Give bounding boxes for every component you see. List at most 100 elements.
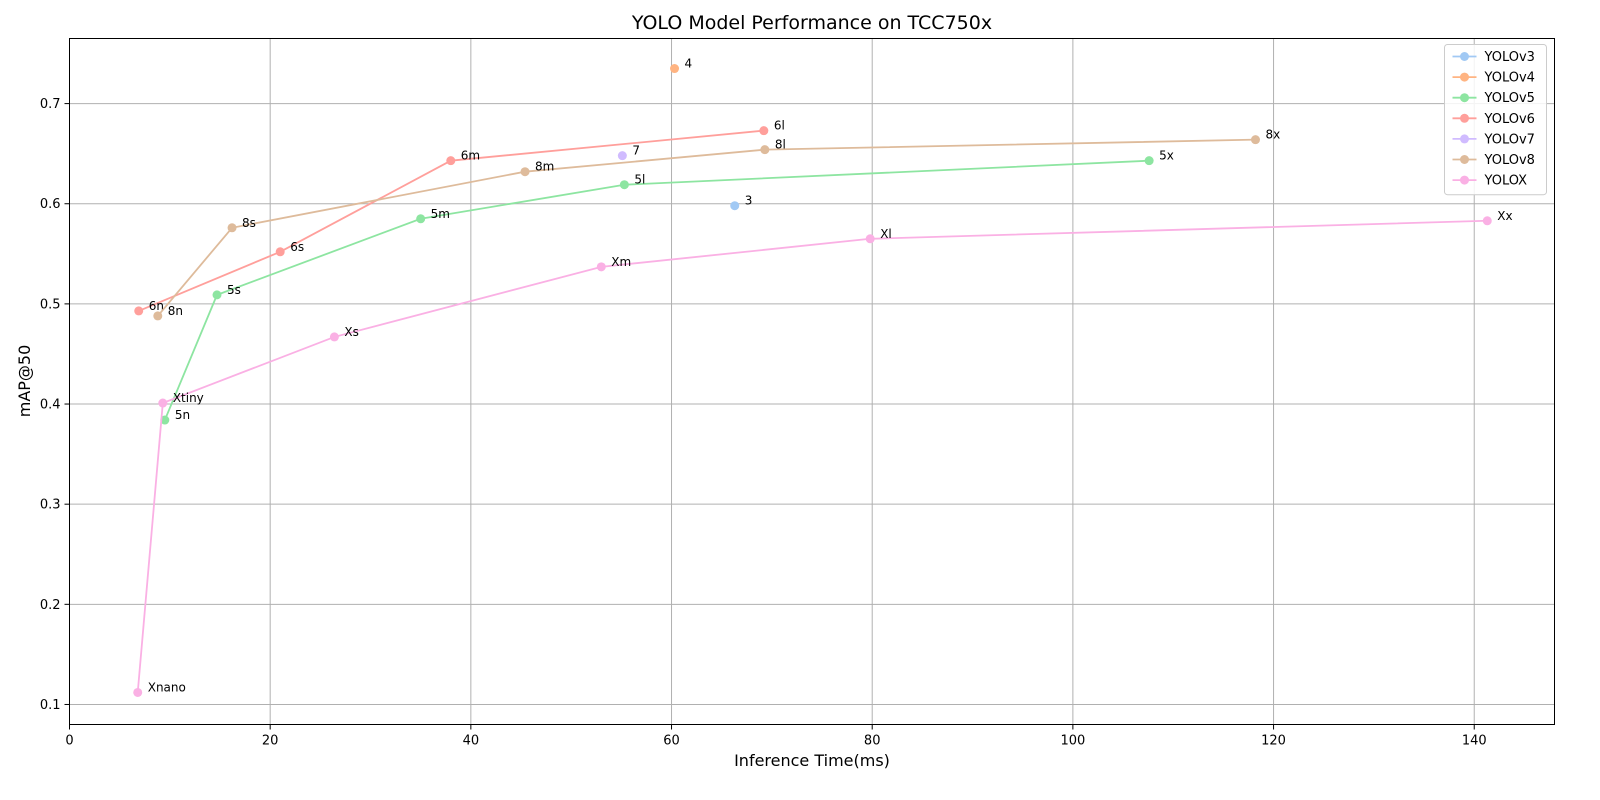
data-label: Xm <box>611 255 631 269</box>
data-label: Xs <box>344 325 358 339</box>
y-tick-label: 0.3 <box>40 498 61 513</box>
x-tick-label: 0 <box>65 734 73 749</box>
legend-swatch-marker <box>1460 134 1469 144</box>
x-tick-label: 120 <box>1261 734 1286 749</box>
legend-label: YOLOv8 <box>1484 153 1535 168</box>
series-yolov6: 6n 6s 6m 6l <box>134 119 785 316</box>
data-point <box>160 415 170 425</box>
series-yolov8: 8n 8s 8m 8l 8x <box>153 128 1280 321</box>
data-label: 7 <box>632 144 640 158</box>
legend-item: YOLOv3 <box>1452 50 1535 65</box>
series-line <box>136 219 1488 693</box>
legend: YOLOv3 YOLOv4 YOLOv5 YOLOv6 YOLOv7 YOLOv8 YOLO… <box>1444 44 1547 196</box>
data-point <box>446 156 456 166</box>
y-tick-label: 0.7 <box>40 97 61 112</box>
y-tick-label: 0.5 <box>40 297 61 312</box>
x-tick-label: 80 <box>864 734 881 749</box>
data-point <box>520 167 530 177</box>
legend-swatch-marker <box>1460 175 1469 185</box>
data-point <box>133 687 143 697</box>
legend-label: YOLOv3 <box>1484 50 1535 65</box>
x-tick-label: 20 <box>262 734 279 749</box>
data-label: Xnano <box>148 680 186 694</box>
legend-label: YOLOv6 <box>1484 112 1535 127</box>
legend-item: YOLOX <box>1452 174 1528 189</box>
x-axis-label: Inference Time(ms) <box>734 751 890 770</box>
legend-swatch-marker <box>1460 113 1469 123</box>
series-yolov4: 4 <box>670 57 692 74</box>
y-tick-label: 0.2 <box>40 598 61 613</box>
data-point <box>329 332 339 342</box>
data-point <box>760 145 770 155</box>
x-tick-label: 60 <box>663 734 680 749</box>
legend-item: YOLOv8 <box>1452 153 1535 168</box>
data-label: 5m <box>431 207 450 221</box>
data-label: Xx <box>1497 209 1512 223</box>
data-point <box>1250 135 1260 145</box>
x-tick-label: 140 <box>1462 734 1487 749</box>
legend-swatch-marker <box>1460 72 1469 82</box>
legend-label: YOLOv4 <box>1484 71 1535 86</box>
x-tick-label: 40 <box>463 734 480 749</box>
axis-ticks: 0 20 40 60 80 100 120 140 0.1 0.2 0.3 0.4 0.5 0.6 0.7 <box>40 97 1487 748</box>
plot-frame <box>69 38 1555 725</box>
legend-item: YOLOv4 <box>1452 71 1535 86</box>
data-point <box>865 234 875 244</box>
legend-item: YOLOv5 <box>1452 91 1535 106</box>
data-point <box>730 201 740 211</box>
data-point <box>158 398 168 408</box>
data-label: 8m <box>535 160 554 174</box>
legend-swatch-marker <box>1460 52 1469 61</box>
data-label: Xtiny <box>173 391 204 405</box>
series-line <box>138 129 764 312</box>
data-point <box>134 306 144 316</box>
data-label: 6l <box>774 119 785 133</box>
data-label: 4 <box>685 57 693 71</box>
y-tick-label: 0.4 <box>40 398 61 413</box>
legend-box <box>1444 44 1547 196</box>
series-layer: 3 4 5n 5s 5m 5l 5x 6n 6s 6m 6l 7 8n 8s 8m 8l 8x Xnano Xtin… <box>133 57 1513 697</box>
data-point <box>1144 156 1154 166</box>
y-tick-label: 0.1 <box>40 698 61 713</box>
data-label: 6s <box>290 240 304 254</box>
data-label: 6n <box>149 299 164 313</box>
data-label: 6m <box>461 149 480 163</box>
legend-swatch-marker <box>1460 93 1469 103</box>
data-label: 8n <box>168 304 183 318</box>
series-yolov5: 5n 5s 5m 5l 5x <box>160 149 1174 425</box>
series-yolov3: 3 <box>730 194 752 211</box>
data-point <box>617 151 627 161</box>
data-label: 3 <box>745 194 753 208</box>
chart-title: YOLO Model Performance on TCC750x <box>631 12 992 34</box>
data-point <box>759 126 769 136</box>
series-yolov7: 7 <box>617 144 640 161</box>
y-axis-label: mAP@50 <box>15 345 34 418</box>
y-tick-label: 0.6 <box>40 197 61 212</box>
data-label: 5s <box>227 283 241 297</box>
series-yolox: Xnano Xtiny Xs Xm Xl Xx <box>133 209 1513 697</box>
data-point <box>416 214 426 224</box>
data-point <box>670 64 680 74</box>
data-point <box>227 223 237 233</box>
data-point <box>275 247 285 257</box>
data-point <box>153 311 163 321</box>
grid <box>69 38 1555 725</box>
data-point <box>212 290 222 300</box>
data-label: 5l <box>634 173 645 187</box>
data-point <box>596 262 606 272</box>
legend-label: YOLOv5 <box>1484 91 1535 106</box>
legend-label: YOLOX <box>1484 174 1528 189</box>
data-label: Xl <box>880 227 892 241</box>
series-line <box>157 138 1256 317</box>
data-label: 8l <box>775 138 786 152</box>
data-label: 5x <box>1159 149 1174 163</box>
x-tick-label: 100 <box>1060 734 1085 749</box>
data-label: 8s <box>242 216 256 230</box>
data-label: 5n <box>175 408 190 422</box>
legend-item: YOLOv7 <box>1452 132 1535 147</box>
data-point <box>619 180 629 190</box>
legend-swatch-marker <box>1460 155 1469 164</box>
data-point <box>1482 216 1492 226</box>
legend-item: YOLOv6 <box>1452 112 1535 127</box>
